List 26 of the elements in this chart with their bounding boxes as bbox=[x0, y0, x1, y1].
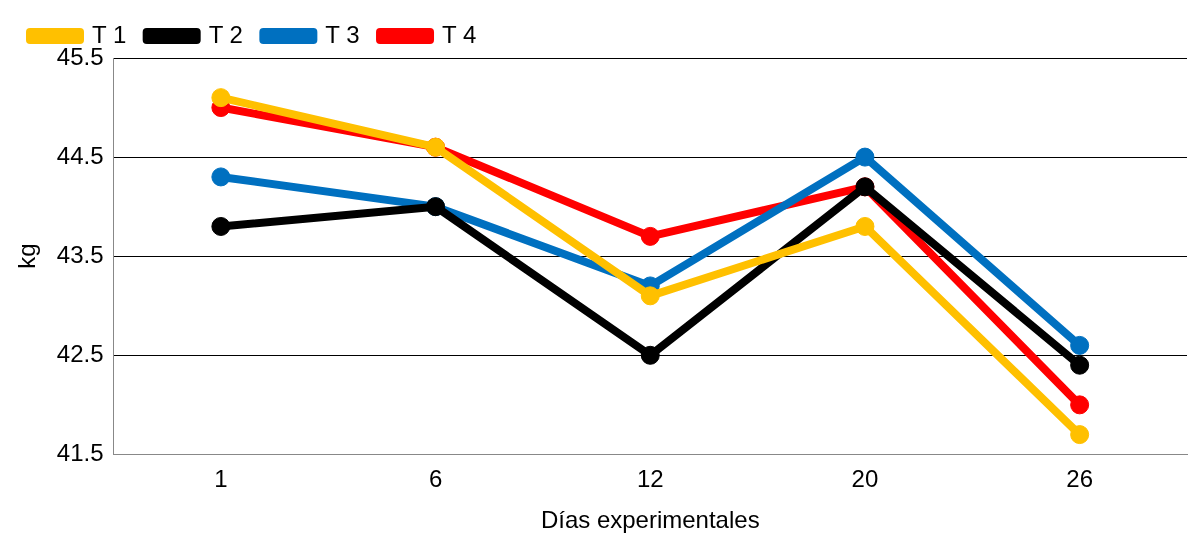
legend-label: T 4 bbox=[442, 20, 477, 48]
x-tick-label: 26 bbox=[1066, 465, 1093, 493]
legend-label: T 3 bbox=[325, 20, 360, 48]
point bbox=[1070, 335, 1090, 355]
point bbox=[1070, 425, 1090, 445]
point bbox=[1070, 355, 1090, 375]
y-axis-title: kg bbox=[13, 243, 41, 269]
x-tick-label: 1 bbox=[214, 465, 228, 493]
y-tick-label: 41.5 bbox=[56, 439, 104, 467]
legend-label: T 2 bbox=[208, 20, 243, 48]
point bbox=[640, 286, 660, 306]
point bbox=[211, 216, 231, 236]
x-tick-label: 6 bbox=[428, 465, 443, 493]
x-tick-label: 12 bbox=[636, 465, 664, 493]
point bbox=[1070, 395, 1090, 415]
point bbox=[640, 345, 660, 365]
point bbox=[211, 167, 231, 187]
point bbox=[855, 216, 875, 236]
x-axis-title: Días experimentales bbox=[540, 506, 760, 534]
y-tick-label: 42.5 bbox=[56, 339, 104, 367]
x-tick-label: 20 bbox=[851, 465, 879, 493]
point bbox=[640, 226, 660, 246]
y-tick-label: 44.5 bbox=[56, 141, 104, 169]
point bbox=[855, 147, 875, 167]
point bbox=[211, 88, 231, 108]
y-tick-label: 43.5 bbox=[56, 240, 104, 268]
